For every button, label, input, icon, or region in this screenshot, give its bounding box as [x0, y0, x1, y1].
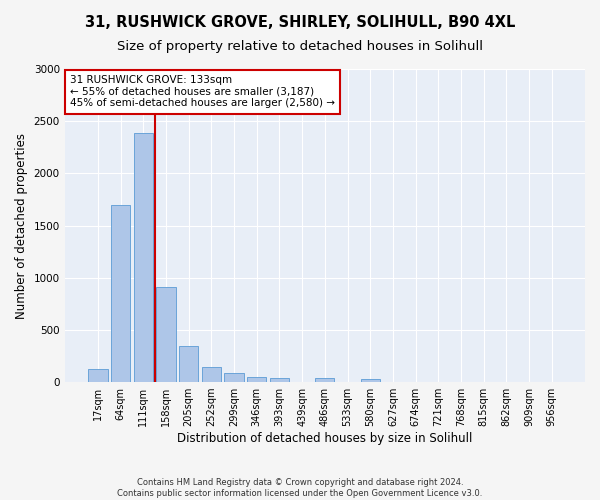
Text: 31, RUSHWICK GROVE, SHIRLEY, SOLIHULL, B90 4XL: 31, RUSHWICK GROVE, SHIRLEY, SOLIHULL, B… [85, 15, 515, 30]
Bar [247, 377, 266, 382]
Text: 31 RUSHWICK GROVE: 133sqm
← 55% of detached houses are smaller (3,187)
45% of se: 31 RUSHWICK GROVE: 133sqm ← 55% of detac… [70, 76, 335, 108]
Text: Contains HM Land Registry data © Crown copyright and database right 2024.
Contai: Contains HM Land Registry data © Crown c… [118, 478, 482, 498]
Y-axis label: Number of detached properties: Number of detached properties [15, 132, 28, 318]
Bar [157, 287, 176, 382]
X-axis label: Distribution of detached houses by size in Solihull: Distribution of detached houses by size … [177, 432, 473, 445]
Bar [134, 132, 153, 382]
Bar [315, 378, 334, 382]
Bar [88, 368, 107, 382]
Bar [270, 378, 289, 382]
Bar [202, 367, 221, 382]
Bar [111, 204, 130, 382]
Text: Size of property relative to detached houses in Solihull: Size of property relative to detached ho… [117, 40, 483, 53]
Bar [224, 373, 244, 382]
Bar [179, 346, 199, 382]
Bar [361, 379, 380, 382]
